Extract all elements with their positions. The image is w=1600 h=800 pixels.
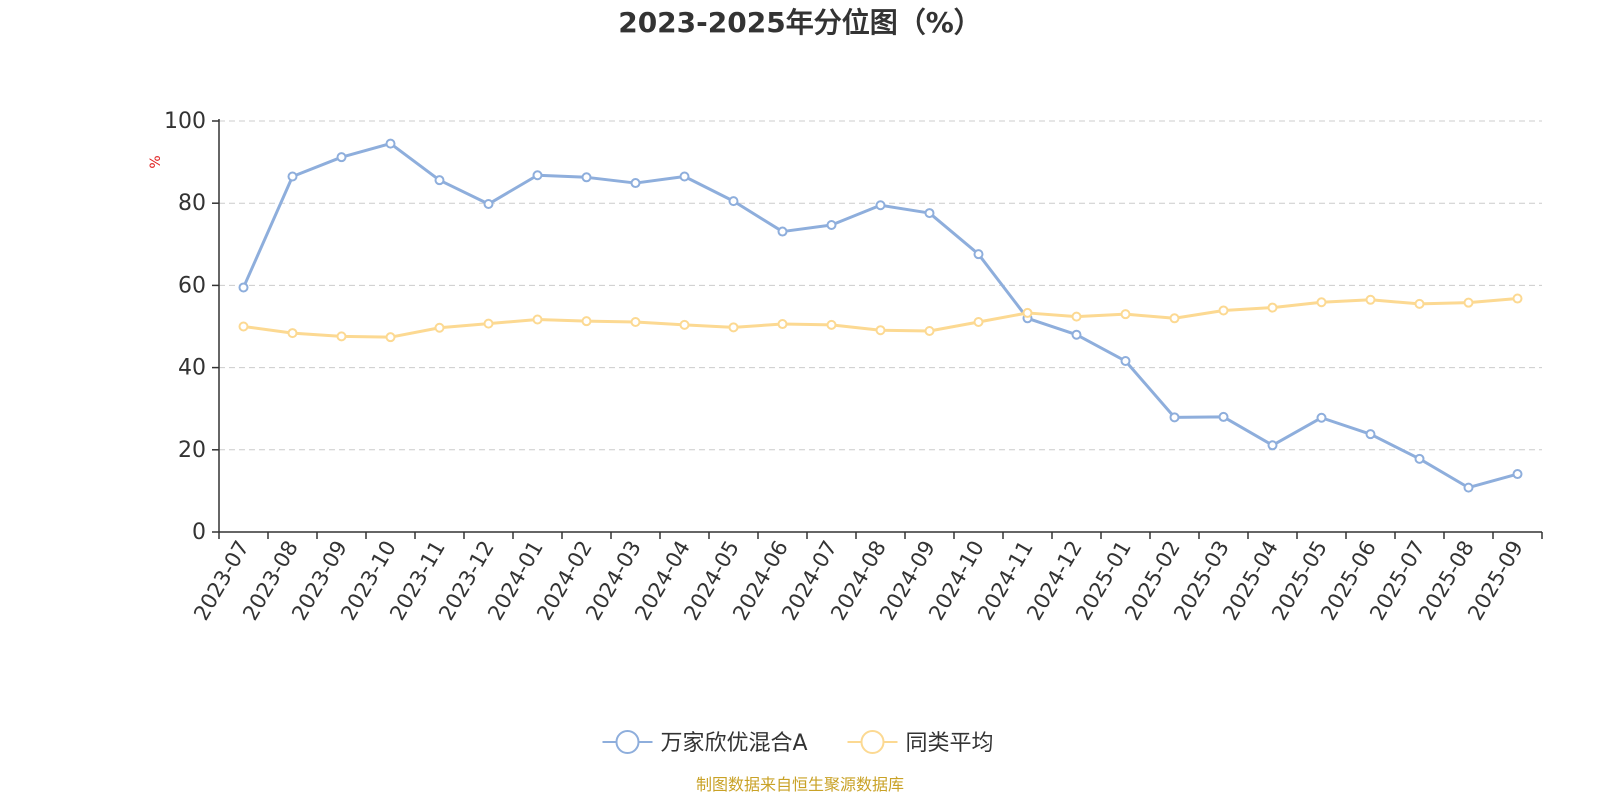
data-point	[1267, 302, 1278, 313]
data-point	[630, 178, 641, 189]
data-point	[385, 332, 396, 343]
data-point	[434, 175, 445, 186]
y-tick-label: 40	[178, 356, 206, 381]
data-point	[1071, 311, 1082, 322]
y-tick-label: 80	[178, 191, 206, 216]
data-point	[581, 172, 592, 183]
legend-item[interactable]: 万家欣优混合A	[602, 730, 808, 756]
series-1	[238, 138, 1523, 493]
y-tick-label: 0	[192, 520, 206, 545]
data-point	[483, 199, 494, 210]
legend-swatch-marker	[860, 730, 885, 754]
source-note: 制图数据来自恒生聚源数据库	[696, 775, 904, 794]
chart-title: 2023-2025年分位图（%）	[618, 6, 982, 39]
data-point	[875, 200, 886, 211]
data-point	[1365, 429, 1376, 440]
series-2	[238, 293, 1523, 343]
legend-label: 同类平均	[906, 731, 994, 756]
axes	[218, 119, 1542, 533]
legend-item[interactable]: 同类平均	[847, 730, 994, 756]
data-point	[336, 152, 347, 163]
data-point	[1414, 298, 1425, 309]
data-point	[385, 138, 396, 149]
data-point	[287, 328, 298, 339]
series	[238, 138, 1523, 493]
data-point	[728, 196, 739, 207]
data-point	[826, 219, 837, 230]
data-point	[1316, 412, 1327, 423]
data-point	[679, 171, 690, 182]
data-point	[630, 316, 641, 327]
data-point	[581, 316, 592, 327]
data-point	[1463, 297, 1474, 308]
data-point	[1120, 309, 1131, 320]
y-tick-label: 60	[178, 273, 206, 298]
data-point	[1022, 307, 1033, 318]
data-point	[336, 331, 347, 342]
data-point	[1267, 440, 1278, 451]
data-point	[434, 322, 445, 333]
data-point	[679, 319, 690, 330]
data-point	[1316, 297, 1327, 308]
legend-label: 万家欣优混合A	[661, 731, 808, 756]
data-point	[777, 319, 788, 330]
data-point	[1512, 293, 1523, 304]
legend-swatch-marker	[615, 730, 640, 754]
data-point	[1218, 411, 1229, 422]
data-point	[973, 249, 984, 260]
data-point	[483, 318, 494, 329]
data-point	[1120, 356, 1131, 367]
x-axis-ticks: 2023-072023-082023-092023-102023-112023-…	[189, 532, 1543, 624]
gridlines	[219, 120, 1542, 451]
data-point	[532, 314, 543, 325]
data-point	[1169, 313, 1180, 324]
y-axis-ticks: 0 20 40 60 80 100	[164, 109, 219, 545]
data-point	[1169, 412, 1180, 423]
data-point	[1463, 482, 1474, 493]
data-point	[777, 226, 788, 237]
data-point	[1512, 469, 1523, 480]
data-point	[924, 208, 935, 219]
data-point	[1071, 329, 1082, 340]
data-point	[1414, 453, 1425, 464]
data-point	[238, 282, 249, 293]
data-point	[238, 321, 249, 332]
y-tick-label: 20	[178, 438, 206, 463]
y-tick-label: 100	[164, 109, 206, 134]
data-point	[1365, 294, 1376, 305]
data-point	[875, 325, 886, 336]
y-axis-unit-label: %	[148, 155, 164, 168]
data-point	[924, 326, 935, 337]
data-point	[532, 170, 543, 181]
series-line	[242, 142, 1518, 490]
data-point	[826, 319, 837, 330]
data-point	[1218, 305, 1229, 316]
data-point	[287, 171, 298, 182]
legend: 万家欣优混合A 同类平均	[602, 730, 994, 756]
data-point	[973, 316, 984, 327]
data-point	[728, 322, 739, 333]
